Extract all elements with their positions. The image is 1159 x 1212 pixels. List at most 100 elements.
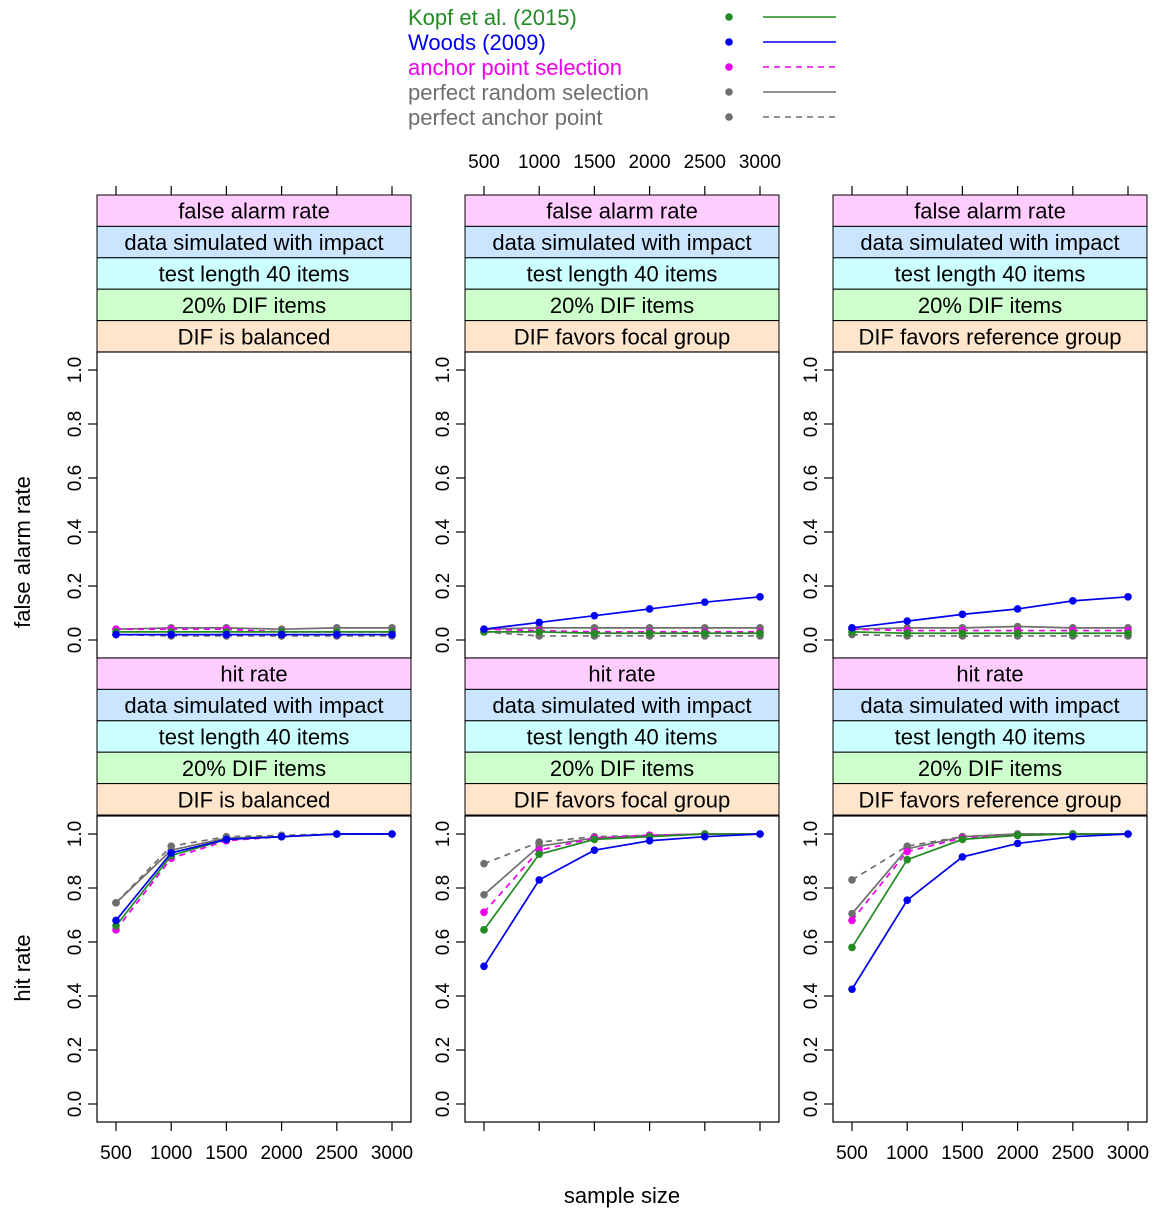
y-tick-label: 0.2 (433, 1037, 454, 1063)
y-tick-label: 0.8 (433, 411, 454, 437)
y-tick-label: 0.0 (65, 627, 86, 653)
y-tick-label: 0.4 (801, 982, 822, 1009)
strip-label: test length 40 items (159, 262, 350, 287)
data-point (388, 830, 396, 838)
strip-bg (832, 783, 1148, 816)
panel-r1-c2: false alarm rate data simulated with impa… (433, 152, 781, 659)
series-anchor-point-selection (480, 830, 764, 917)
strip-bg (464, 720, 780, 753)
series-line (116, 628, 392, 633)
series-line (483, 628, 760, 633)
y-tick-label: 0.0 (801, 1091, 822, 1117)
y-tick-label: 1.0 (801, 821, 822, 847)
series-anchor-point-selection (112, 830, 396, 934)
strip-label: data simulated with impact (492, 230, 751, 255)
x-tick-label: 2000 (260, 1143, 302, 1164)
x-tick-label: 500 (836, 1143, 868, 1164)
data-point (701, 629, 709, 638)
strip-label: DIF favors reference group (859, 787, 1122, 812)
y-tick-label: 0.4 (433, 982, 454, 1009)
series-perfect-random-selection (112, 830, 396, 907)
strip-label: data simulated with impact (860, 693, 1119, 718)
legend-label-woods-2009: Woods (2009) (408, 30, 546, 55)
series-kopf-et-al-2015 (848, 830, 1132, 952)
strip-label: hit rate (956, 662, 1023, 687)
y-tick-label: 0.6 (65, 465, 86, 491)
y-tick-label: 0.6 (801, 929, 822, 955)
data-point (848, 909, 856, 918)
series-line (115, 833, 392, 904)
strip-bg (96, 751, 412, 785)
y-tick-label: 0.0 (801, 627, 822, 653)
data-point (903, 847, 911, 856)
series-line (851, 631, 1128, 635)
x-tick-label: 1000 (150, 1143, 192, 1164)
x-tick-label: 1500 (941, 1143, 983, 1164)
strip-label: test length 40 items (527, 725, 718, 750)
data-point (645, 605, 654, 613)
series-line (115, 833, 392, 904)
data-point (848, 916, 856, 925)
y-tick-label: 0.0 (433, 1091, 454, 1117)
strip-bg (464, 257, 780, 290)
data-point (480, 962, 488, 971)
series-woods-2009 (848, 593, 1132, 632)
data-point (903, 855, 911, 864)
y-tick-label: 1.0 (433, 821, 454, 847)
data-point (277, 832, 286, 841)
series-line (483, 833, 760, 913)
strip-label: 20% DIF items (918, 293, 1062, 318)
series-line (115, 833, 392, 931)
series-kopf-et-al-2015 (848, 628, 1132, 638)
legend-point-anchor-point-selection (725, 63, 733, 71)
data-point (903, 629, 911, 638)
strip-label: false alarm rate (546, 199, 698, 224)
series-line (484, 631, 760, 635)
series-line (851, 633, 1128, 637)
strip-bg (832, 720, 1148, 753)
legend-label-perfect-anchor-point: perfect anchor point (408, 105, 602, 130)
strip-label: test length 40 items (159, 725, 350, 750)
data-point (848, 624, 856, 632)
data-point (645, 629, 654, 638)
data-point (756, 593, 764, 601)
series-line (483, 833, 760, 896)
y-tick-label: 1.0 (801, 357, 822, 383)
strip-bg (832, 225, 1148, 259)
legend: Kopf et al. (2015)Woods (2009)anchor poi… (408, 5, 836, 130)
strip-label: DIF favors focal group (514, 787, 730, 812)
series-line (483, 833, 761, 967)
y-tick-label: 0.4 (65, 518, 86, 545)
strip-bg (832, 257, 1148, 290)
x-tick-label: 2500 (316, 1143, 358, 1164)
y-tick-label: 1.0 (65, 821, 86, 847)
y-tick-label: 0.4 (65, 982, 86, 1009)
strip-label: DIF favors focal group (514, 324, 730, 349)
strip-bg (96, 194, 412, 227)
y-tick-label: 0.2 (801, 1037, 822, 1063)
series-perfect-random-selection (848, 622, 1132, 633)
x-tick-label: 2000 (996, 1143, 1038, 1164)
data-point (167, 849, 175, 857)
strip-label: 20% DIF items (550, 756, 694, 781)
data-point (958, 629, 967, 638)
panel-r2-c2: hit rate data simulated with impact test l… (433, 657, 780, 1131)
strip-bg (96, 657, 412, 690)
x-tick-label: 1500 (205, 1143, 247, 1164)
strip-bg (464, 688, 780, 722)
x-tick-label: 2500 (1052, 1143, 1094, 1164)
series-line (115, 833, 392, 921)
strip-bg (96, 288, 412, 322)
data-point (480, 908, 488, 917)
data-point (1069, 597, 1077, 605)
series-kopf-et-al-2015 (480, 628, 764, 638)
y-tick-label: 1.0 (65, 357, 86, 383)
data-point (167, 630, 175, 639)
data-point (480, 859, 488, 868)
series-kopf-et-al-2015 (112, 830, 396, 930)
strip-bg (96, 688, 412, 722)
strip-bg (464, 225, 780, 259)
y-tick-label: 0.8 (801, 875, 822, 901)
data-point (1069, 832, 1077, 841)
